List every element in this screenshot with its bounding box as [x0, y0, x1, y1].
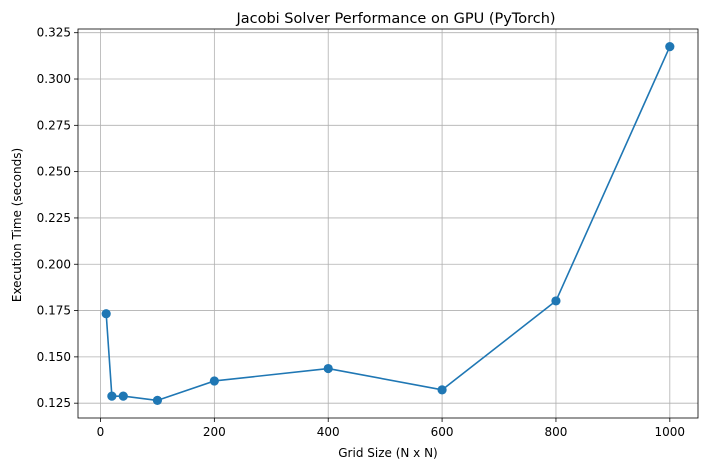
y-tick-label: 0.200 — [37, 257, 71, 271]
x-tick-label: 1000 — [655, 425, 686, 439]
grid-lines — [78, 29, 698, 418]
data-point — [118, 391, 128, 401]
x-tick-label: 600 — [431, 425, 454, 439]
data-point — [152, 395, 163, 406]
x-tick-label: 400 — [317, 425, 340, 439]
y-tick-label: 0.125 — [37, 396, 71, 410]
y-tick-label: 0.325 — [37, 26, 71, 40]
x-axis-label: Grid Size (N x N) — [338, 446, 438, 460]
y-tick-label: 0.225 — [37, 211, 71, 225]
x-axis-ticks: 0 200 400 600 800 1000 — [97, 418, 685, 439]
x-tick-label: 800 — [544, 425, 567, 439]
data-point — [101, 309, 111, 319]
y-tick-label: 0.250 — [37, 165, 71, 179]
y-tick-label: 0.150 — [37, 350, 71, 364]
data-point — [437, 385, 447, 395]
data-point — [551, 296, 561, 306]
axes — [77, 28, 699, 419]
series-lines — [105, 46, 671, 402]
y-tick-label: 0.275 — [37, 118, 71, 132]
plot-frame — [77, 28, 699, 419]
chart-title: Jacobi Solver Performance on GPU (PyTorc… — [235, 11, 555, 27]
data-point — [107, 391, 117, 401]
data-point — [209, 376, 219, 386]
y-axis-label: Execution Time (seconds) — [10, 148, 24, 302]
y-tick-label: 0.300 — [37, 72, 71, 86]
x-tick-label: 0 — [97, 425, 105, 439]
y-axis-ticks: 0.125 0.150 0.175 0.200 0.225 0.250 0.275 0.300… — [37, 26, 78, 410]
data-points — [101, 41, 675, 406]
series-line — [105, 46, 671, 402]
y-tick-label: 0.175 — [37, 304, 71, 318]
data-point — [665, 41, 675, 52]
x-tick-label: 200 — [203, 425, 226, 439]
data-point — [323, 363, 333, 374]
